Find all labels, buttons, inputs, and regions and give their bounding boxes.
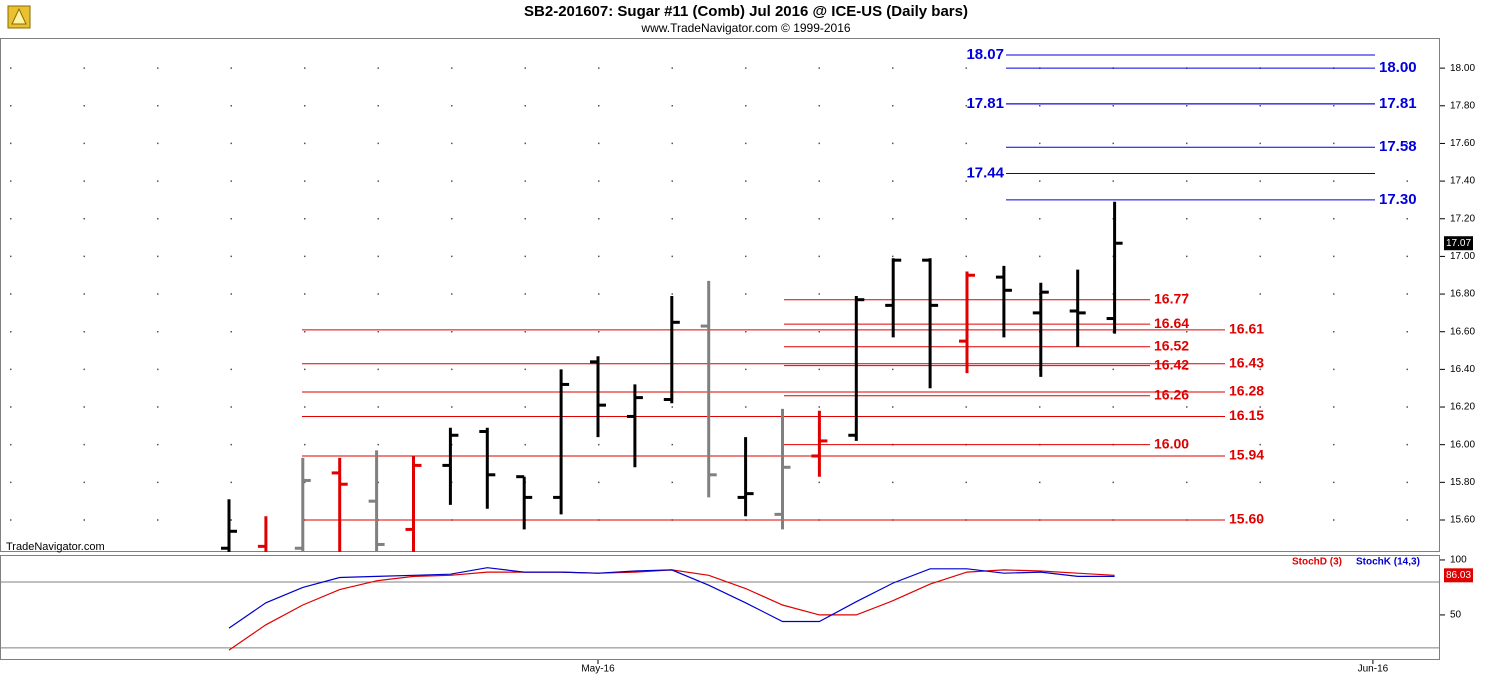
price-plot bbox=[10, 54, 1440, 552]
last-price-box bbox=[1444, 236, 1473, 251]
x-tick-label: Jun-16 bbox=[1358, 664, 1389, 675]
y-tick-label: 15.60 bbox=[1450, 515, 1475, 526]
level-label: 17.81 bbox=[1379, 95, 1417, 112]
level-label: 18.07 bbox=[966, 46, 1004, 63]
chart-title: SB2-201607: Sugar #11 (Comb) Jul 2016 @ … bbox=[524, 3, 968, 20]
y-tick-label: 17.60 bbox=[1450, 138, 1475, 149]
y-tick-label: 100 bbox=[1450, 555, 1467, 566]
y-tick-label: 17.80 bbox=[1450, 100, 1475, 111]
level-label: 17.30 bbox=[1379, 191, 1417, 208]
y-tick-label: 17.00 bbox=[1450, 251, 1475, 262]
y-tick-label: 15.80 bbox=[1450, 477, 1475, 488]
level-label: 16.64 bbox=[1154, 315, 1189, 331]
level-label: 16.43 bbox=[1229, 354, 1264, 370]
level-label: 16.28 bbox=[1229, 383, 1264, 399]
x-tick-label: May-16 bbox=[581, 664, 615, 675]
y-tick-label: 17.40 bbox=[1450, 176, 1475, 187]
y-tick-label: 16.40 bbox=[1450, 364, 1475, 375]
chart-subtitle: www.TradeNavigator.com © 1999-2016 bbox=[640, 21, 850, 35]
y-tick-label: 16.60 bbox=[1450, 326, 1475, 337]
stoch-panel bbox=[0, 555, 1440, 660]
y-tick-label: 16.00 bbox=[1450, 439, 1475, 450]
watermark: TradeNavigator.com bbox=[6, 541, 105, 553]
last-value-label: 86.03 bbox=[1446, 570, 1471, 581]
legend-entry: StochD (3) bbox=[1292, 557, 1342, 568]
legend-entry: StochK (14,3) bbox=[1356, 557, 1420, 568]
level-label: 17.58 bbox=[1379, 138, 1417, 155]
level-label: 16.26 bbox=[1154, 386, 1189, 402]
level-label: 15.60 bbox=[1229, 511, 1264, 527]
level-label: 16.61 bbox=[1229, 321, 1264, 337]
last-price-label: 17.07 bbox=[1446, 238, 1471, 249]
level-label: 16.77 bbox=[1154, 290, 1189, 306]
axes: 15.60 15.80 16.00 16.20 16.40 16.60 16.80 17.00… bbox=[581, 46, 1475, 675]
stoch-line bbox=[228, 567, 1115, 629]
level-label: 16.15 bbox=[1229, 407, 1264, 423]
y-tick-label: 18.00 bbox=[1450, 63, 1475, 74]
logo bbox=[7, 5, 31, 29]
level-label: 16.00 bbox=[1154, 435, 1189, 451]
level-label: 17.44 bbox=[966, 165, 1004, 182]
level-label: 17.81 bbox=[966, 95, 1004, 112]
y-tick-label: 50 bbox=[1450, 610, 1462, 621]
y-tick-label: 16.80 bbox=[1450, 289, 1475, 300]
y-tick-label: 16.20 bbox=[1450, 402, 1475, 413]
last-value-box bbox=[1444, 568, 1473, 583]
y-tick-label: 17.20 bbox=[1450, 213, 1475, 224]
level-label: 15.94 bbox=[1229, 447, 1264, 463]
level-label: 16.42 bbox=[1154, 356, 1189, 372]
price-panel bbox=[0, 38, 1440, 552]
stoch-plot bbox=[0, 567, 1440, 651]
level-label: 18.00 bbox=[1379, 59, 1417, 76]
level-label: 16.52 bbox=[1154, 337, 1189, 353]
